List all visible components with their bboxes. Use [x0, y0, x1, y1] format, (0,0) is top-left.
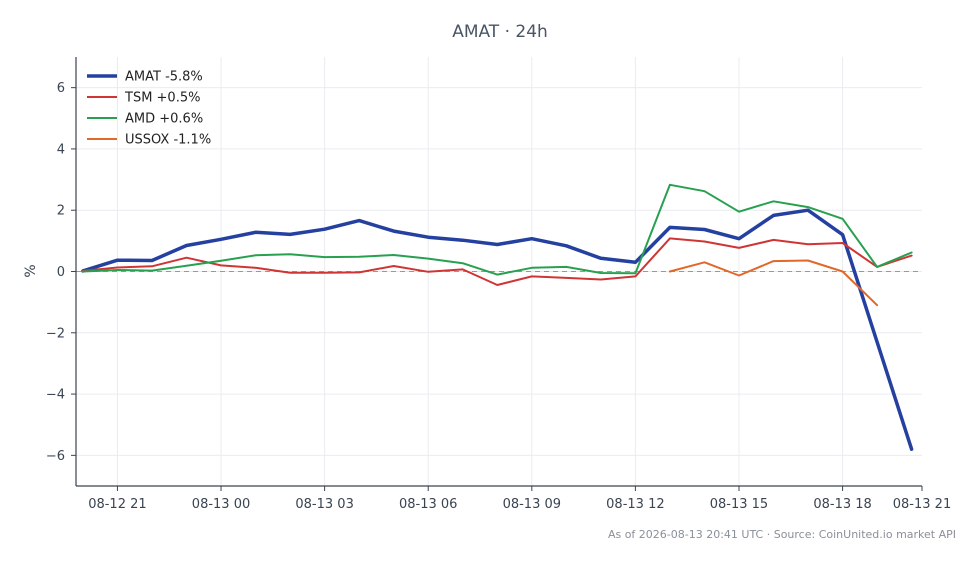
series-lines [81, 183, 914, 451]
legend-label-ussox: USSOX -1.1% [125, 133, 211, 148]
y-tick-label: −2 [46, 326, 65, 341]
y-tick-label: 6 [57, 81, 65, 96]
y-tick-label: −6 [46, 449, 65, 464]
y-tick-label: −4 [46, 388, 65, 403]
y-axis-ticks: 6 4 2 0 −2 −4 −6 [46, 81, 76, 464]
legend: AMAT -5.8% TSM +0.5% AMD +0.6% USSOX -1.1% [87, 70, 211, 148]
x-tick-label: 08-13 09 [503, 497, 561, 512]
x-tick-label: 08-13 15 [710, 497, 768, 512]
y-tick-label: 2 [57, 204, 65, 219]
x-tick-label: 08-13 21 [893, 497, 951, 512]
series-line-amat [81, 208, 914, 451]
x-tick-label: 08-12 21 [88, 497, 146, 512]
y-axis-label: % [23, 264, 39, 277]
x-axis-ticks: 08-12 21 08-13 00 08-13 03 08-13 06 08-13 09… [88, 486, 951, 512]
y-tick-label: 4 [57, 142, 65, 157]
legend-label-amd: AMD +0.6% [125, 112, 203, 127]
x-tick-label: 08-13 06 [399, 497, 457, 512]
y-tick-label: 0 [57, 265, 65, 280]
series-line-amd [81, 183, 913, 276]
chart-footer: As of 2026-08-13 20:41 UTC · Source: Coi… [608, 528, 956, 541]
x-tick-label: 08-13 12 [606, 497, 664, 512]
legend-label-tsm: TSM +0.5% [124, 91, 200, 106]
x-tick-label: 08-13 03 [295, 497, 353, 512]
x-tick-label: 08-13 18 [813, 497, 871, 512]
chart-title: AMAT · 24h [452, 22, 548, 42]
series-line-ussox [668, 259, 879, 307]
series-line-tsm [81, 237, 913, 286]
x-tick-label: 08-13 00 [192, 497, 250, 512]
legend-label-amat: AMAT -5.8% [125, 70, 203, 85]
